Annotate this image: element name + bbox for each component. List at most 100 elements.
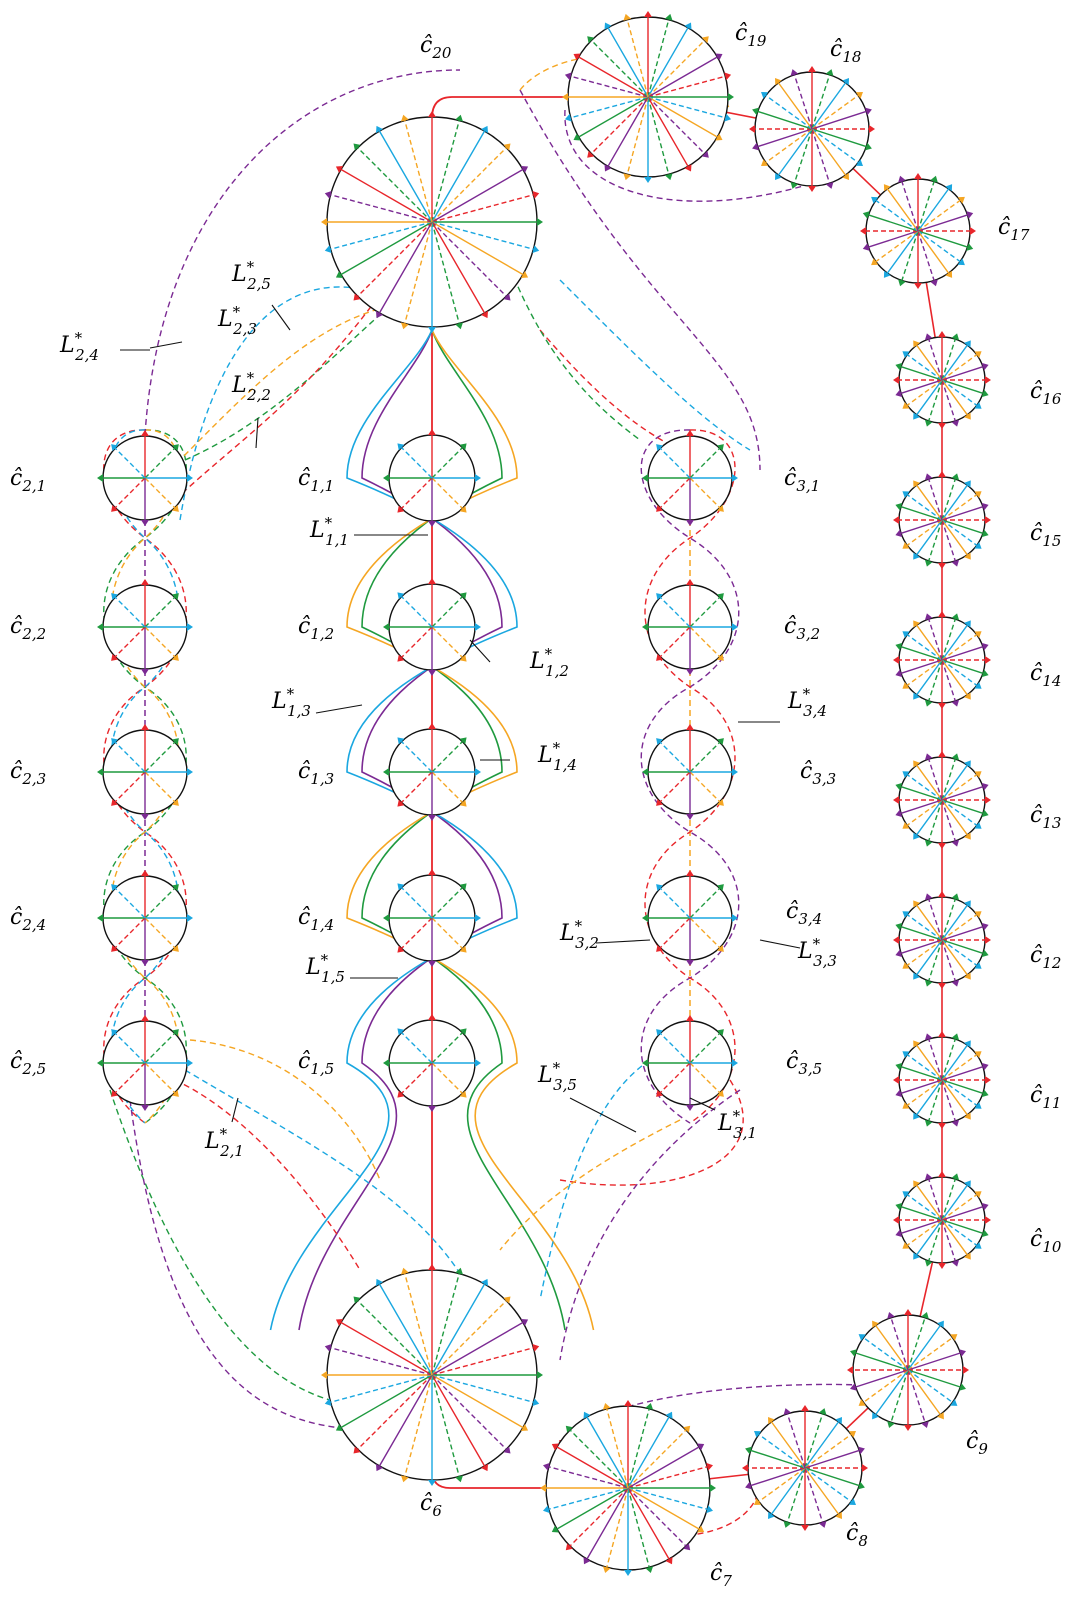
spoke: [917, 214, 968, 232]
arrow-marker: [656, 884, 664, 892]
leader-line: [255, 417, 259, 449]
spoke: [689, 917, 721, 949]
arrow-marker: [604, 164, 612, 172]
spoke: [928, 478, 943, 521]
spoke: [886, 188, 919, 232]
arrow-marker: [895, 949, 903, 958]
label-sub: 3,5: [798, 1060, 822, 1078]
ring-circle-c13: [893, 751, 991, 849]
spoke: [378, 221, 433, 314]
spoke: [431, 1374, 524, 1429]
spoke: [431, 1347, 534, 1376]
label-main: ĉ: [298, 614, 310, 639]
arrow-marker: [540, 1484, 546, 1492]
arrow-marker: [966, 211, 974, 219]
spoke: [777, 82, 813, 130]
arc-top-left-2: [169, 299, 441, 471]
label-c13: ĉ13: [1030, 803, 1061, 832]
label-c15_: ĉ1,5: [298, 1049, 334, 1078]
label-sup: *: [287, 685, 295, 703]
arrow-marker: [686, 1015, 694, 1021]
spoke: [431, 221, 524, 276]
label-c22_: ĉ2,2: [10, 614, 46, 643]
arrow-marker: [187, 623, 193, 631]
arrow-marker: [818, 1521, 827, 1528]
label-sup: *: [575, 917, 583, 935]
arrow-marker: [981, 362, 989, 371]
arrow-marker: [656, 1089, 664, 1097]
arrow-marker: [913, 832, 920, 840]
label-sub: 1,1: [325, 531, 349, 549]
spoke: [431, 477, 463, 509]
label-main: ĉ: [298, 466, 310, 491]
arrow-marker: [401, 114, 409, 122]
arrow-marker: [475, 1059, 481, 1067]
arrow-marker: [855, 159, 863, 166]
arrow-marker: [141, 724, 149, 730]
arrow-marker: [924, 473, 933, 481]
spoke: [627, 1416, 670, 1489]
label-c18: ĉ18: [830, 37, 861, 66]
spoke: [689, 887, 721, 919]
arrow-marker: [945, 184, 953, 192]
spoke: [330, 1347, 433, 1376]
arrow-marker: [902, 911, 910, 918]
arrow-marker: [97, 914, 103, 922]
arrow-marker: [656, 798, 664, 806]
arrow-marker: [353, 1446, 361, 1454]
spoke: [431, 1321, 524, 1376]
arrow-marker: [924, 1119, 933, 1127]
label-sub: 1,4: [310, 916, 334, 934]
label-c7: ĉ7: [710, 1561, 732, 1590]
spoke: [114, 917, 146, 949]
spoke: [941, 898, 956, 941]
arrow-marker: [565, 1425, 573, 1433]
arrow-marker: [974, 962, 982, 969]
arrow-marker: [537, 218, 543, 226]
spoke: [114, 596, 146, 628]
spoke: [928, 1079, 943, 1122]
label-sup: *: [803, 685, 811, 703]
arrow-marker: [745, 1481, 752, 1490]
arrow-marker: [938, 611, 946, 617]
arrow-marker: [716, 738, 724, 746]
arrow-marker: [481, 125, 488, 134]
arrow-marker: [902, 682, 910, 689]
arrow-marker: [683, 1543, 691, 1551]
arrow-marker: [895, 642, 903, 651]
spoke: [906, 354, 943, 381]
arrow-marker: [335, 1424, 344, 1431]
arrow-marker: [985, 656, 991, 664]
spoke: [786, 1467, 806, 1523]
spoke: [900, 1066, 943, 1081]
arrow-marker: [865, 107, 872, 116]
column-circle-c31_: [642, 430, 738, 526]
arrow-marker: [893, 516, 899, 524]
spoke: [647, 75, 726, 98]
arrow-marker: [141, 579, 149, 585]
spoke: [941, 939, 984, 954]
label-c12: ĉ12: [1030, 943, 1061, 972]
spoke: [907, 1369, 953, 1403]
spoke: [431, 130, 486, 223]
spoke: [941, 338, 956, 381]
spoke: [811, 128, 867, 148]
spoke: [431, 221, 507, 297]
leader-line: [315, 704, 363, 714]
arrow-marker: [520, 166, 529, 173]
arrow-marker: [801, 1405, 809, 1411]
label-L23: L* 2,3: [217, 303, 257, 338]
arrow-marker: [732, 768, 738, 776]
spoke: [875, 1325, 909, 1371]
label-c13_: ĉ1,3: [298, 759, 334, 788]
arrow-marker: [847, 1366, 853, 1374]
spoke: [916, 624, 943, 661]
spoke: [811, 82, 847, 130]
arrow-marker: [862, 243, 870, 251]
arrow-marker: [924, 613, 933, 621]
arrow-marker: [503, 143, 511, 151]
column-circle-c24_: [97, 870, 193, 966]
spoke: [144, 1032, 176, 1064]
label-sub: 2,1: [21, 477, 46, 495]
spoke: [578, 56, 649, 98]
